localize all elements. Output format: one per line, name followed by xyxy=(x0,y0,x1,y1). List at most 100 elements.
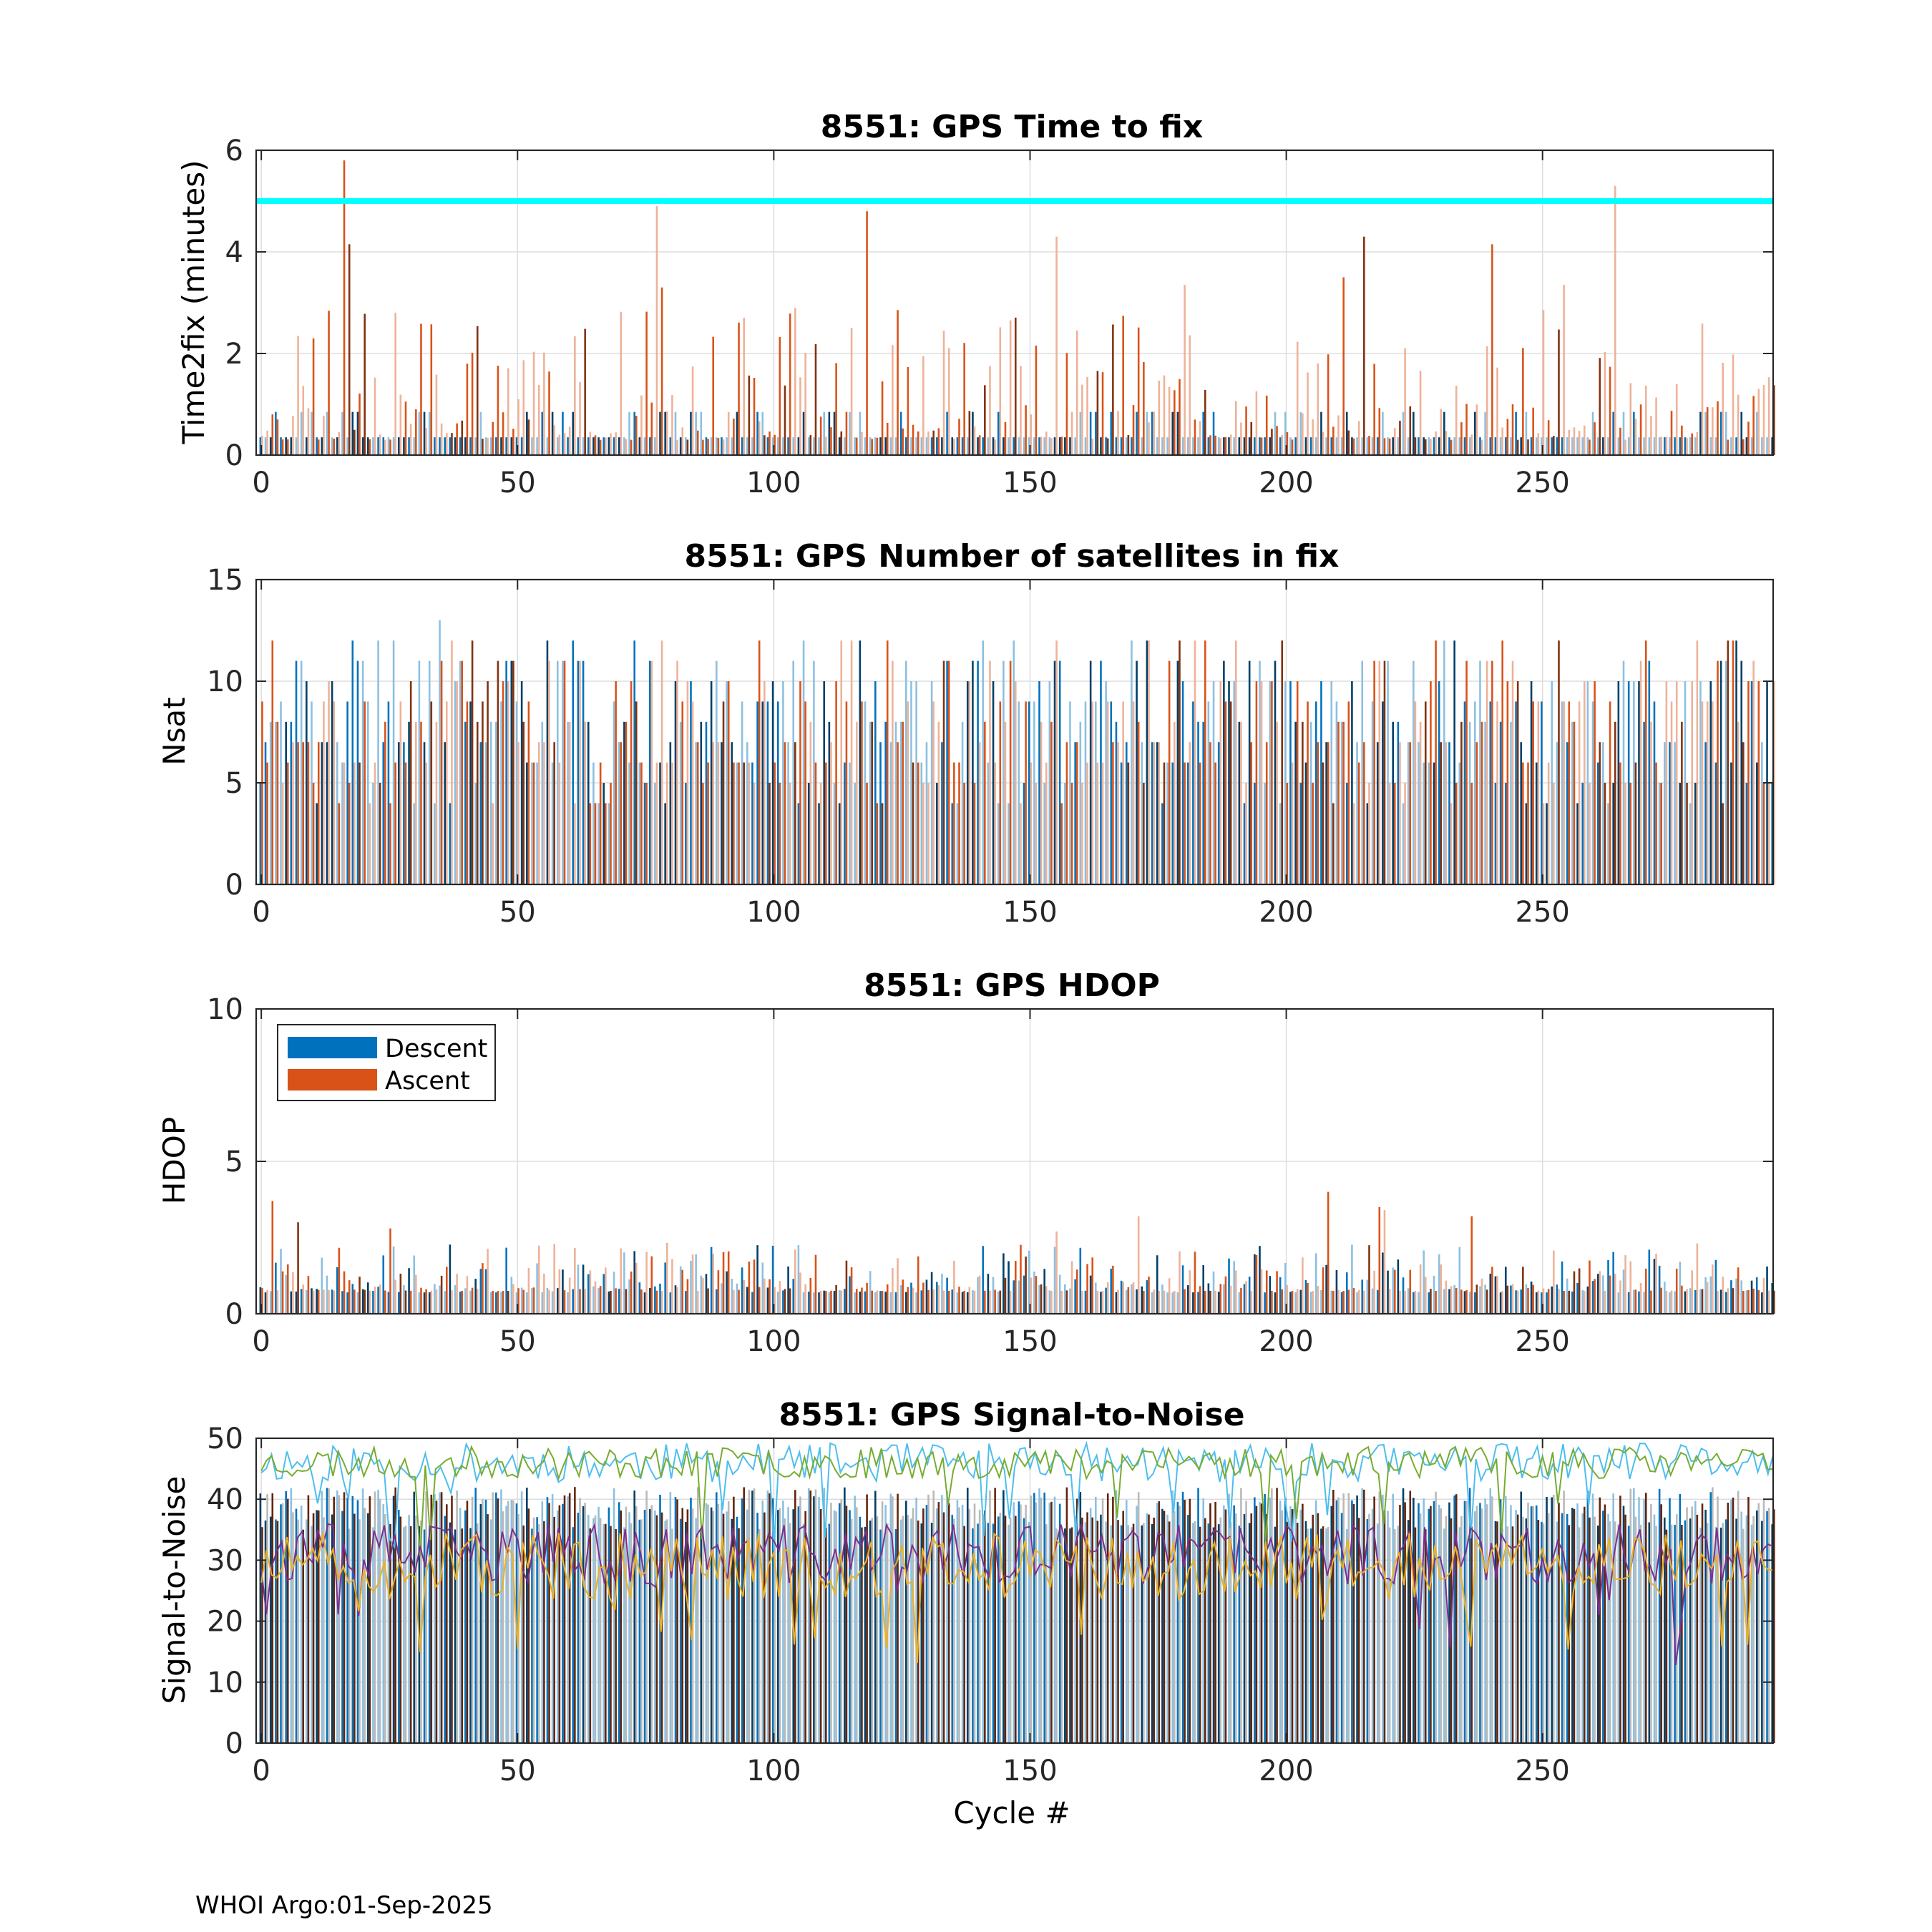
bar-descent xyxy=(1151,411,1153,455)
bar-ascent xyxy=(1465,660,1468,884)
bar-ascent xyxy=(1399,742,1401,884)
bar-descent xyxy=(1299,411,1302,455)
bar-descent xyxy=(536,762,538,884)
bar-ascent xyxy=(281,783,284,884)
bar-ascent xyxy=(917,762,919,884)
bar-descent xyxy=(551,762,554,884)
bar-descent xyxy=(910,437,912,455)
bar-descent xyxy=(341,762,343,884)
bar-ascent xyxy=(912,424,914,455)
bar-ascent xyxy=(1619,1496,1621,1743)
bar-descent xyxy=(1131,1527,1133,1743)
axes-box xyxy=(255,149,1775,457)
bar-ascent xyxy=(1712,1487,1714,1743)
bar-descent xyxy=(659,762,661,884)
bar-ascent xyxy=(1363,742,1365,884)
y-tick-label: 20 xyxy=(207,1606,243,1639)
bar-ascent xyxy=(1070,1527,1073,1743)
bar-ascent xyxy=(1701,1503,1704,1743)
bar-ascent xyxy=(1475,1284,1478,1314)
bar-descent xyxy=(1376,1523,1379,1743)
bar-ascent xyxy=(1757,1503,1760,1743)
bar-ascent xyxy=(871,439,874,455)
bar-ascent xyxy=(435,1501,438,1743)
bar-descent xyxy=(700,1528,703,1743)
bar-descent xyxy=(1340,437,1343,455)
bar-ascent xyxy=(1414,437,1417,455)
bar-descent xyxy=(295,1508,298,1743)
x-tick-label: 200 xyxy=(1259,1755,1313,1787)
bar-ascent xyxy=(1060,1526,1063,1743)
bar-ascent xyxy=(589,803,592,884)
bar-ascent xyxy=(907,701,909,884)
bar-ascent xyxy=(1086,1512,1088,1743)
bar-ascent xyxy=(302,742,305,884)
bar-descent xyxy=(1115,721,1118,884)
y-tick-label: 6 xyxy=(225,135,243,167)
bar-descent xyxy=(638,1282,641,1314)
bar-ascent xyxy=(1025,701,1027,884)
bar-ascent xyxy=(1409,406,1412,455)
bar-ascent xyxy=(1547,762,1550,884)
bar-ascent xyxy=(1035,345,1038,455)
bar-ascent xyxy=(733,1289,735,1314)
bar-descent xyxy=(1510,1285,1512,1314)
bar-ascent xyxy=(1265,1513,1268,1743)
bar-descent xyxy=(1309,1292,1312,1314)
bar-descent xyxy=(1289,681,1292,884)
bar-descent xyxy=(1407,1288,1410,1314)
bar-ascent xyxy=(1445,742,1448,884)
bar-ascent xyxy=(1712,407,1714,455)
bar-descent xyxy=(879,437,882,455)
bar-descent xyxy=(439,620,441,884)
bar-descent xyxy=(1228,681,1230,884)
bar-ascent xyxy=(399,701,402,884)
bar-ascent xyxy=(1363,236,1365,455)
bar-ascent xyxy=(1573,1508,1576,1743)
bar-descent xyxy=(1489,437,1492,455)
bar-ascent xyxy=(902,1279,904,1314)
bar-ascent xyxy=(1009,1517,1012,1743)
bar-ascent xyxy=(1424,701,1427,884)
bar-ascent xyxy=(1701,323,1704,455)
bar-descent xyxy=(1340,721,1343,884)
bar-descent xyxy=(259,437,262,455)
y-tick-label: 40 xyxy=(207,1483,243,1516)
bar-ascent xyxy=(384,439,386,455)
bar-ascent xyxy=(1696,431,1699,455)
y-tick-label: 0 xyxy=(225,1298,243,1331)
bar-descent xyxy=(1304,1521,1307,1743)
bar-descent xyxy=(889,1493,892,1743)
bar-ascent xyxy=(1614,1521,1616,1743)
bar-ascent xyxy=(333,701,336,884)
bar-descent xyxy=(899,1519,902,1743)
bar-descent xyxy=(674,1497,677,1743)
bar-descent xyxy=(1371,1288,1374,1314)
bar-descent xyxy=(439,437,441,455)
bar-descent xyxy=(802,411,805,455)
bar-descent xyxy=(1371,701,1374,884)
bar-descent xyxy=(1730,1499,1732,1743)
bar-descent xyxy=(1546,1292,1548,1314)
bar-descent xyxy=(1013,1502,1015,1743)
bar-ascent xyxy=(425,762,427,884)
bar-descent xyxy=(1259,437,1261,455)
bar-descent xyxy=(741,1498,743,1743)
bar-descent xyxy=(674,1285,677,1314)
bar-ascent xyxy=(804,701,806,884)
bar-ascent xyxy=(1302,413,1304,455)
bar-ascent xyxy=(307,1495,310,1743)
bar-descent xyxy=(1714,1526,1717,1743)
bar-ascent xyxy=(937,428,940,455)
bar-ascent xyxy=(620,1510,623,1743)
bar-descent xyxy=(771,437,774,455)
bar-ascent xyxy=(1644,640,1647,884)
bar-descent xyxy=(1571,1291,1574,1314)
bar-descent xyxy=(1750,681,1753,884)
bar-descent xyxy=(1724,1519,1727,1743)
bar-descent xyxy=(920,1290,923,1314)
bar-descent xyxy=(1038,437,1040,455)
bar-descent xyxy=(1013,640,1015,884)
bar-descent xyxy=(802,640,805,884)
bar-ascent xyxy=(927,1494,930,1743)
